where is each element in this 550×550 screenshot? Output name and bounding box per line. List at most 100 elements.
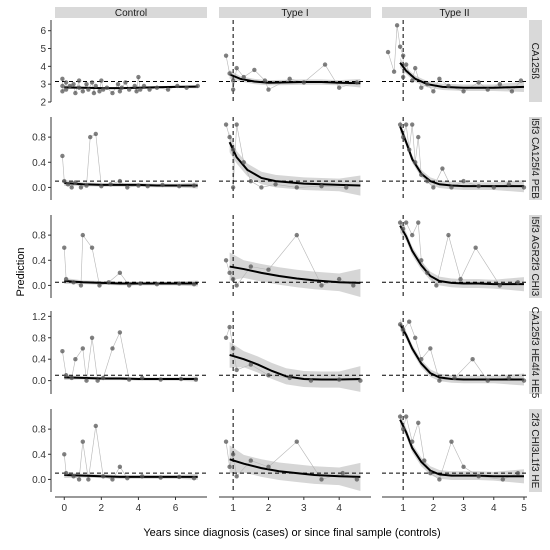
trajectory-line <box>62 155 65 182</box>
y-tick-label: 0.8 <box>32 133 46 144</box>
data-point <box>223 53 229 58</box>
trajectory-line <box>232 348 237 370</box>
data-point <box>63 87 69 92</box>
trajectory-line <box>324 64 340 88</box>
trajectory-line <box>411 422 419 442</box>
trend-line <box>399 419 524 478</box>
data-point <box>138 281 143 286</box>
data-point <box>470 356 475 362</box>
confidence-band <box>400 218 524 292</box>
data-point <box>416 420 421 426</box>
data-point <box>273 182 278 187</box>
data-point <box>509 89 515 94</box>
panel <box>382 117 527 200</box>
trajectory-line <box>268 78 290 90</box>
data-point <box>223 122 229 127</box>
data-point <box>78 185 84 190</box>
data-point <box>397 44 403 49</box>
trajectory-line <box>112 332 121 349</box>
data-point <box>397 322 403 327</box>
data-point <box>319 477 324 482</box>
y-tick-label: 0.8 <box>32 231 46 242</box>
data-point <box>125 475 130 481</box>
data-point <box>234 283 239 288</box>
trajectory-line <box>454 358 473 379</box>
data-point <box>410 439 415 444</box>
data-point <box>419 85 424 90</box>
data-point <box>76 78 82 83</box>
data-point <box>406 147 412 152</box>
trajectory-line <box>268 234 297 270</box>
panel-plot-area <box>382 215 527 298</box>
data-point <box>71 474 76 479</box>
y-tick-label: 0.0 <box>32 376 46 387</box>
data-point <box>259 185 264 190</box>
trajectory-line <box>268 441 297 468</box>
trajectory-line <box>393 25 398 72</box>
data-point <box>446 232 451 238</box>
x-tick-label: 3 <box>301 503 307 514</box>
column-strip <box>55 7 207 18</box>
data-point <box>230 346 236 351</box>
row-strip-label: l5f3 CA125f4 PEB <box>529 118 540 199</box>
data-point <box>241 74 246 80</box>
data-point <box>117 464 123 470</box>
data-point <box>491 185 496 190</box>
data-point <box>138 87 143 92</box>
data-point <box>195 83 200 89</box>
data-point <box>97 283 102 288</box>
data-point <box>397 122 403 127</box>
data-point <box>461 89 466 94</box>
data-point <box>184 85 189 90</box>
data-point <box>461 464 466 470</box>
trajectory-line <box>91 337 98 381</box>
column-strip <box>382 7 527 18</box>
data-point <box>413 160 418 165</box>
x-axis-title: Years since diagnosis (cases) or since f… <box>143 527 440 539</box>
trajectory-line <box>88 425 97 480</box>
trajectory-line <box>387 51 395 72</box>
data-point <box>139 474 145 479</box>
data-point <box>110 90 115 96</box>
data-point <box>97 89 102 94</box>
data-point <box>99 78 104 83</box>
data-point <box>230 147 236 152</box>
x-tick-label: 3 <box>461 503 467 514</box>
data-point <box>446 83 451 89</box>
data-point <box>400 74 406 80</box>
data-point <box>227 324 232 330</box>
data-point <box>223 439 229 444</box>
data-point <box>63 470 69 476</box>
data-point <box>400 226 406 232</box>
trajectory-line <box>82 348 87 381</box>
data-point <box>385 49 391 55</box>
data-point <box>266 464 271 470</box>
trajectory-line <box>229 327 234 349</box>
trajectory-line <box>232 124 237 188</box>
data-point <box>119 85 124 90</box>
data-point <box>84 81 89 87</box>
data-point <box>191 183 197 188</box>
data-point <box>431 185 436 190</box>
data-point <box>141 83 147 89</box>
trajectory-line <box>414 68 422 88</box>
y-tick-label: 0.4 <box>32 256 46 267</box>
trajectory-line <box>80 235 84 286</box>
data-point <box>160 182 165 188</box>
data-point <box>227 464 232 470</box>
data-point <box>497 81 503 87</box>
trend-line <box>399 225 524 286</box>
data-point <box>223 258 229 263</box>
data-point <box>521 185 527 190</box>
data-point <box>248 264 254 269</box>
row-strip-label: l5f3 AGR2f3 CHI3 <box>529 217 540 297</box>
x-tick-label: 4 <box>491 503 497 514</box>
panel <box>382 409 527 492</box>
trajectory-line <box>250 460 269 468</box>
data-point <box>191 281 197 287</box>
panel-plot-area <box>219 20 371 102</box>
data-point <box>410 232 415 238</box>
confidence-band <box>229 132 361 196</box>
data-point <box>80 232 86 238</box>
data-point <box>485 87 490 92</box>
